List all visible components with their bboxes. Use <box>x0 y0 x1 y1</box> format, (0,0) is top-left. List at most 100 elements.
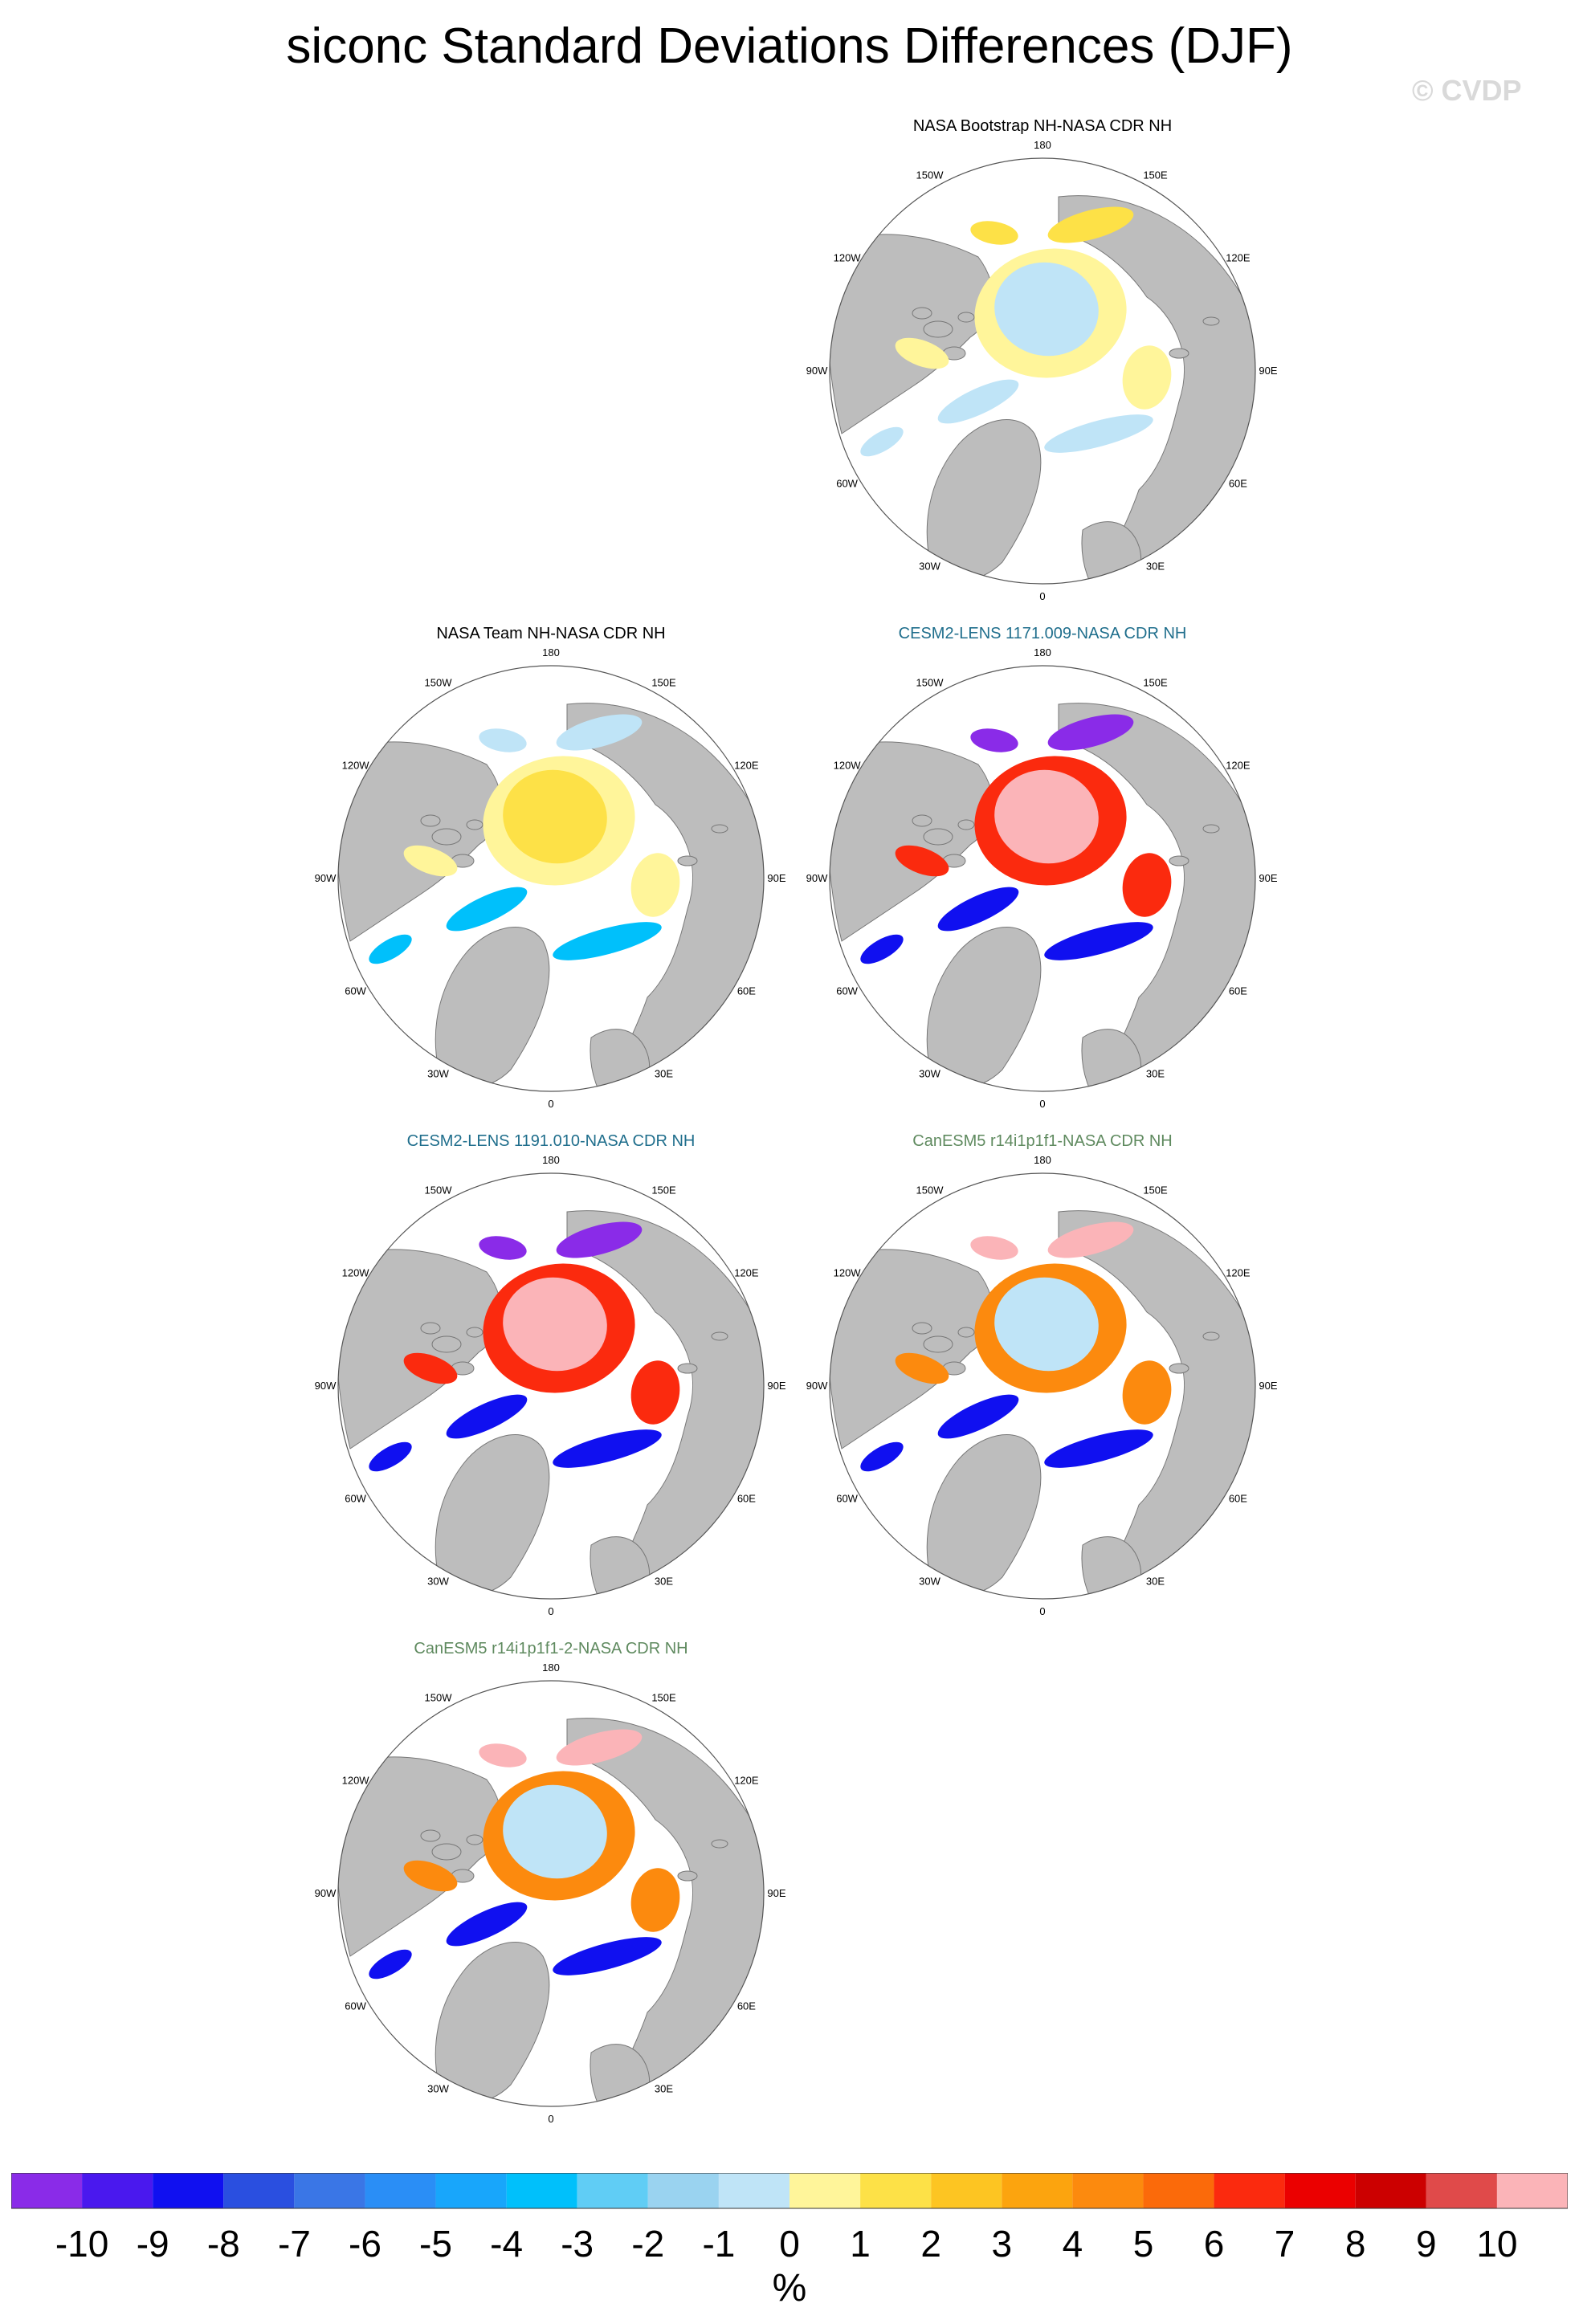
longitude-label: 150W <box>425 1692 453 1704</box>
map-content <box>338 1173 764 1599</box>
ice-field-barents <box>1044 1429 1153 1468</box>
longitude-label: 60E <box>1229 1493 1247 1505</box>
colorbar-tick-label: -6 <box>349 2223 381 2265</box>
ice-field-baffin <box>446 1394 528 1439</box>
landmass-greenland <box>435 1942 550 2103</box>
longitude-label: 60E <box>737 1493 756 1505</box>
ice-field-baffin <box>937 887 1019 932</box>
longitude-label: 0 <box>548 2113 553 2125</box>
longitude-label: 120W <box>342 1267 370 1279</box>
colorbar-swatch <box>790 2173 861 2208</box>
landmass-island <box>957 312 975 323</box>
longitude-label: 120W <box>834 760 862 772</box>
longitude-label: 150W <box>425 1184 453 1197</box>
map-boundary <box>337 1680 765 2107</box>
colorbar-swatch <box>1496 2173 1568 2208</box>
longitude-label: 60W <box>836 478 858 490</box>
landmass-island <box>677 855 698 866</box>
colorbar-tick-label: -10 <box>55 2223 108 2265</box>
ice-field-center <box>994 769 1099 864</box>
longitude-label: 30E <box>655 1575 673 1587</box>
longitude-label: 90E <box>767 1887 785 1899</box>
colorbar-tick-label: -9 <box>137 2223 169 2265</box>
colorbar-swatch <box>1214 2173 1285 2208</box>
longitude-label: 120E <box>1226 1267 1251 1279</box>
ice-field-baffin <box>446 887 528 932</box>
longitude-label: 180 <box>542 1661 560 1674</box>
landmass-island <box>677 1363 698 1374</box>
colorbar-tick-label: -4 <box>490 2223 523 2265</box>
landmass-scandinavia <box>1081 1536 1142 1599</box>
landmass-island <box>711 824 728 834</box>
colorbar-tick-label: -5 <box>419 2223 452 2265</box>
longitude-label: 30E <box>655 2082 673 2094</box>
ice-field-east-siberian <box>1047 714 1134 751</box>
landmass-greenland <box>926 927 1042 1088</box>
longitude-label: 60E <box>737 2000 756 2012</box>
ice-field-kara <box>1122 1360 1172 1425</box>
map-panel-bootstrap: NASA Bootstrap NH-NASA CDR NH 180 150E 120… <box>794 112 1291 610</box>
longitude-label: 150E <box>651 1692 676 1704</box>
map-content <box>830 158 1255 584</box>
colorbar-swatch <box>435 2173 507 2208</box>
ice-field-center <box>994 262 1099 357</box>
map-boundary <box>829 1172 1256 1600</box>
colorbar-swatch <box>506 2173 577 2208</box>
ice-field-baffin <box>446 1902 528 1947</box>
colorbar-swatch <box>11 2173 83 2208</box>
colorbar-swatch <box>577 2173 648 2208</box>
landmass-greenland <box>926 1434 1042 1596</box>
landmass-scandinavia <box>590 1029 651 1091</box>
longitude-label: 30W <box>919 1067 940 1079</box>
landmass-island <box>466 1327 483 1338</box>
colorbar-swatch <box>1072 2173 1144 2208</box>
map-panel-team: NASA Team NH-NASA CDR NH 180 150E 120E 90E 6… <box>302 620 800 1118</box>
panel-title: CanESM5 r14i1p1f1-NASA CDR NH <box>912 1132 1173 1150</box>
landmass-island <box>711 1839 728 1849</box>
colorbar-tick-label: 2 <box>920 2223 941 2265</box>
map-panel-cesm2-1191: CESM2-LENS 1191.010-NASA CDR NH 180 150E 1… <box>302 1127 800 1625</box>
polar-map: 180 150E 120E 90E 60E 30E 0 30W 60W 90W 120W 150W <box>315 1154 786 1617</box>
polar-map: 180 150E 120E 90E 60E 30E 0 30W 60W 90W 120W 150W <box>806 646 1278 1110</box>
longitude-label: 30E <box>1146 560 1165 572</box>
landmass-greenland <box>435 1434 550 1596</box>
landmass-island <box>1169 348 1189 359</box>
longitude-label: 30W <box>427 1575 449 1587</box>
ice-field-hudson <box>895 1352 949 1384</box>
ice-field-east-siberian <box>1047 206 1134 243</box>
longitude-label: 30W <box>919 1575 940 1587</box>
longitude-label: 120E <box>734 760 759 772</box>
longitude-label: 30E <box>1146 1575 1165 1587</box>
colorbar: -10 -9 -8 -7 -6 -5 -4 -3 -2 -1 0 1 2 3 4 5 6 7 8 9 10 <box>11 2173 1568 2265</box>
map-content <box>338 666 764 1091</box>
longitude-label: 90W <box>315 1887 337 1899</box>
ice-field-barents <box>553 1937 662 1975</box>
landmass-island <box>420 814 441 827</box>
ice-field-chukchi <box>479 728 527 752</box>
landmass-island <box>431 1843 462 1861</box>
map-boundary <box>337 665 765 1092</box>
longitude-label: 90W <box>806 1380 828 1392</box>
ice-field-east-siberian <box>556 1221 643 1258</box>
longitude-label: 0 <box>1039 1098 1045 1110</box>
colorbar-swatch <box>1002 2173 1073 2208</box>
colorbar-tick-label: 4 <box>1063 2223 1083 2265</box>
longitude-label: 90E <box>767 1380 785 1392</box>
ice-field-labrador <box>369 1949 412 1979</box>
colorbar-tick-label: -3 <box>561 2223 594 2265</box>
ice-field-center <box>994 1277 1099 1372</box>
landmass-island <box>466 1834 483 1845</box>
longitude-label: 60W <box>836 1493 858 1505</box>
landmass-island <box>1169 1363 1189 1374</box>
colorbar-swatch <box>860 2173 932 2208</box>
colorbar-units: % <box>772 2267 807 2310</box>
longitude-label: 120W <box>342 1775 370 1787</box>
ice-field-barents <box>1044 922 1153 960</box>
map-panel-cesm2-1171: CESM2-LENS 1171.009-NASA CDR NH 180 150E 1… <box>794 620 1291 1118</box>
colorbar-tick-label: 6 <box>1204 2223 1225 2265</box>
landmass-island <box>1202 824 1220 834</box>
ice-field-east-siberian <box>1047 1221 1134 1258</box>
ice-field-center <box>503 769 607 864</box>
longitude-label: 30W <box>427 1067 449 1079</box>
landmass-scandinavia <box>590 1536 651 1599</box>
